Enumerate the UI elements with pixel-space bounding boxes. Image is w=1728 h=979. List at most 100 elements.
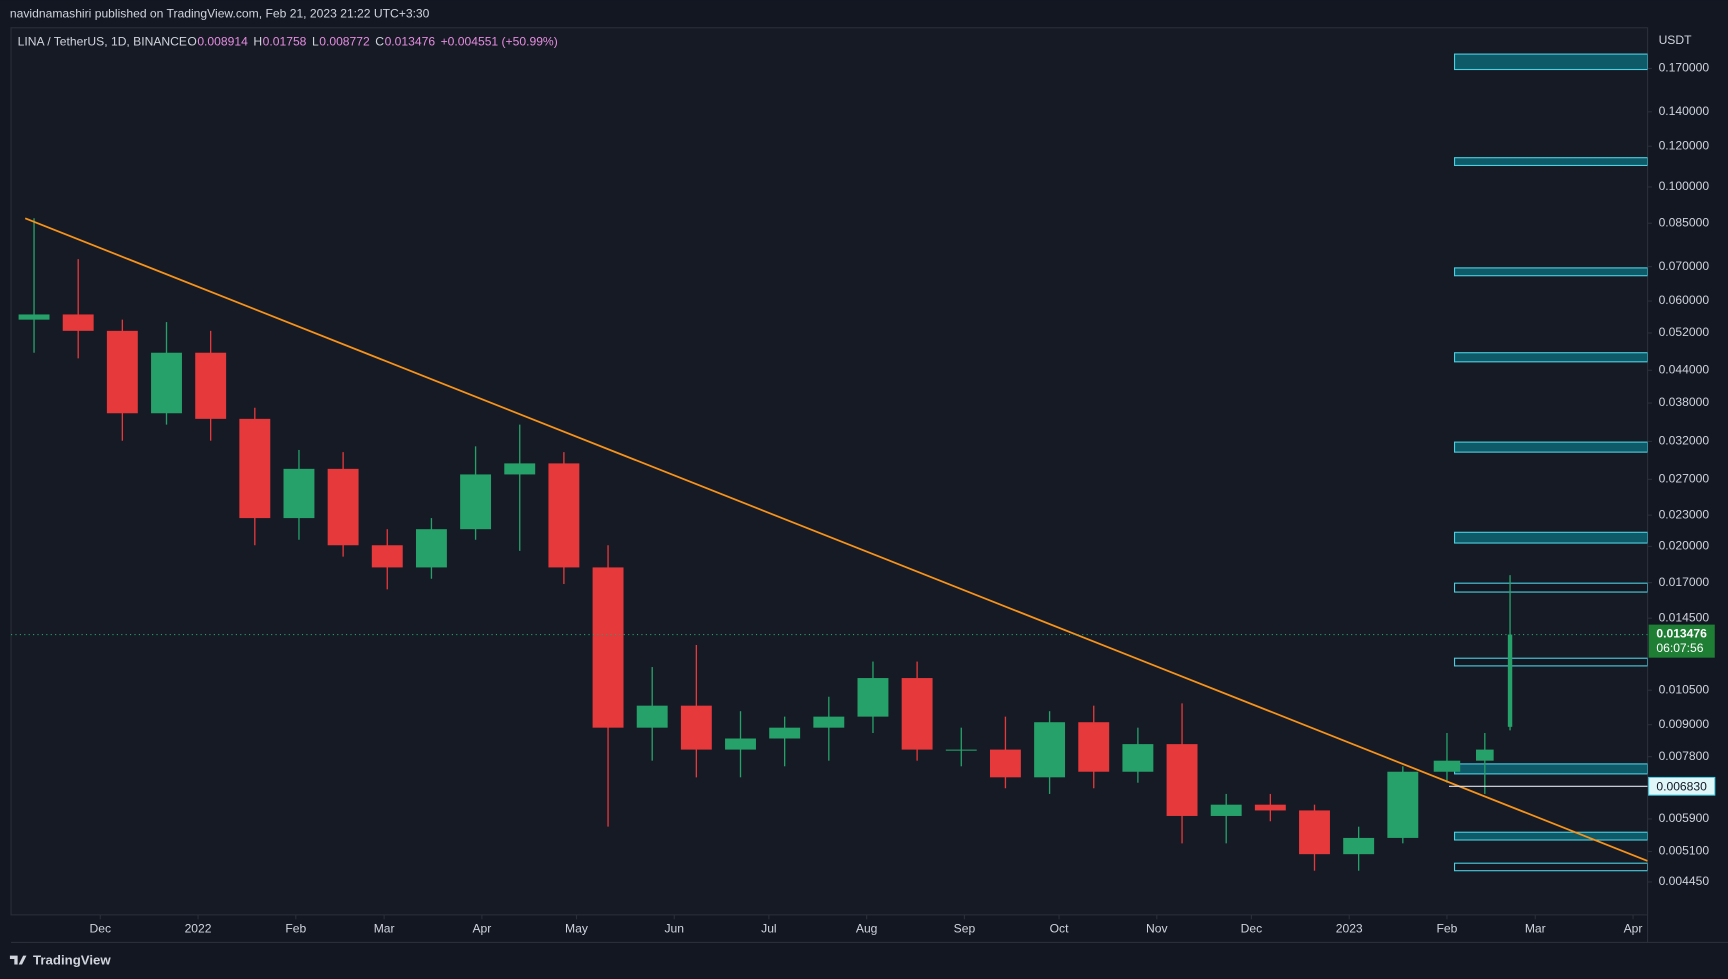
ohlc-value: 0.008914 (197, 34, 248, 48)
y-tick-label: 0.005900 (1659, 811, 1710, 825)
countdown: 06:07:56 (1656, 641, 1703, 655)
candle-body (592, 567, 624, 728)
x-tick-label: Apr (472, 921, 491, 935)
x-tick-label: Mar (374, 921, 395, 935)
y-tick-label: 0.010500 (1659, 682, 1710, 696)
y-tick-label: 0.017000 (1659, 575, 1710, 589)
price-line-box (1648, 776, 1716, 796)
y-tick-label: 0.032000 (1659, 434, 1710, 448)
x-tick-label: Feb (285, 921, 306, 935)
y-tick-label: 0.060000 (1659, 293, 1710, 307)
x-tick-label: 2022 (185, 921, 212, 935)
y-tick-label: 0.044000 (1659, 362, 1710, 376)
zone (1453, 441, 1648, 453)
x-tick-label: Apr (1624, 921, 1643, 935)
last-price-label: 0.013476 (1656, 627, 1707, 641)
y-tick-label: 0.009000 (1659, 717, 1710, 731)
candle-body (813, 716, 845, 728)
candle-body (1299, 810, 1330, 855)
ohlc-value: 0.01758 (263, 34, 307, 48)
ohlc-key: H (253, 34, 262, 48)
y-tick-label: 0.004450 (1659, 874, 1710, 888)
zone (1453, 267, 1648, 277)
candle-body (857, 678, 889, 717)
candle-body (1254, 804, 1286, 811)
logo-icon (9, 955, 27, 965)
zone (1453, 53, 1648, 71)
candle-body (1166, 744, 1198, 816)
brand: TradingView (33, 953, 111, 968)
zone (1453, 531, 1648, 544)
x-tick-label: Sep (954, 921, 976, 935)
plot (11, 53, 1648, 872)
candle-body (18, 314, 50, 320)
candle-body (1433, 760, 1461, 772)
x-tick-label: 2023 (1336, 921, 1363, 935)
candle-body (989, 749, 1021, 778)
candle-body (283, 468, 315, 519)
candle-body (1475, 749, 1494, 761)
ohlc-key: O (187, 34, 196, 48)
x-tick-label: Nov (1146, 921, 1168, 935)
candle-body (945, 749, 977, 751)
x-tick-label: Feb (1437, 921, 1458, 935)
candle-body (548, 463, 580, 568)
logo: TradingView (9, 953, 111, 968)
candle-body (769, 727, 801, 739)
y-tick-label: 0.052000 (1659, 325, 1710, 339)
x-tick-label: Aug (856, 921, 878, 935)
candle-body (415, 529, 447, 568)
y-tick-label: 0.023000 (1659, 507, 1710, 521)
ohlc-value: 0.013476 (385, 34, 436, 48)
last-price-box (1648, 624, 1715, 658)
candle-body (725, 738, 756, 750)
candle-body (1122, 744, 1154, 772)
zone (1453, 582, 1648, 593)
trendline (24, 217, 1648, 862)
candle-body (106, 330, 138, 414)
candle-body (327, 468, 359, 546)
candle-body (636, 705, 668, 728)
x-tick-label: Dec (90, 921, 112, 935)
zone (1453, 657, 1648, 667)
candle-body (195, 352, 227, 419)
ohlc-key: L (312, 34, 319, 48)
candle-body (504, 463, 536, 475)
zone (1453, 352, 1648, 363)
change: +0.004551 (+50.99%) (441, 34, 558, 48)
x-tick-label: Oct (1050, 921, 1069, 935)
price-line-label: 0.006830 (1656, 780, 1707, 794)
candle-body (1210, 804, 1242, 816)
y-tick-label: 0.070000 (1659, 259, 1710, 273)
y-tick-label: 0.005100 (1659, 844, 1710, 858)
y-axis-unit: USDT (1659, 33, 1693, 47)
x-tick-label: Dec (1241, 921, 1263, 935)
symbol-title: LINA / TetherUS, 1D, BINANCE (18, 34, 187, 48)
candle-body (460, 474, 492, 530)
ohlc-key: C (375, 34, 384, 48)
candle-body (62, 314, 94, 331)
x-tick-label: Jul (761, 921, 776, 935)
y-tick-label: 0.007800 (1659, 749, 1710, 763)
y-tick-label: 0.038000 (1659, 395, 1710, 409)
y-tick-label: 0.140000 (1659, 104, 1710, 118)
y-tick-label: 0.120000 (1659, 138, 1710, 152)
y-tick-label: 0.100000 (1659, 179, 1710, 193)
y-tick-label: 0.020000 (1659, 539, 1710, 553)
y-tick-label: 0.027000 (1659, 472, 1710, 486)
candle-body (1343, 837, 1375, 855)
candle-body (151, 352, 182, 414)
x-tick-label: Jun (665, 921, 685, 935)
zone (1453, 157, 1648, 167)
candle-body (1507, 634, 1513, 727)
zone (1453, 763, 1648, 775)
candle-body (1034, 722, 1066, 778)
y-tick-label: 0.170000 (1659, 61, 1710, 75)
y-tick-label: 0.085000 (1659, 215, 1710, 229)
ohlc-value: 0.008772 (319, 34, 370, 48)
candle-body (680, 705, 712, 750)
byline: navidnamashiri published on TradingView.… (10, 7, 430, 21)
x-tick-label: Mar (1525, 921, 1546, 935)
